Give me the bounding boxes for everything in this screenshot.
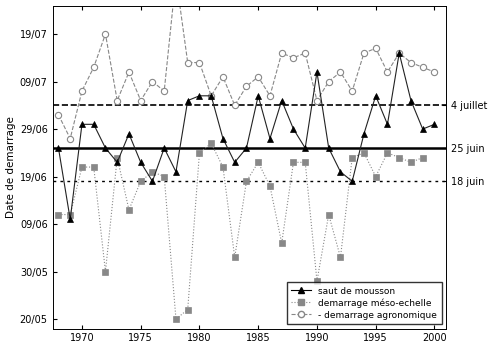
Y-axis label: Date de demarrage: Date de demarrage [5, 116, 16, 218]
Legend: saut de mousson, demarrage méso-echelle, - demarrage agronomique: saut de mousson, demarrage méso-echelle,… [287, 282, 442, 324]
